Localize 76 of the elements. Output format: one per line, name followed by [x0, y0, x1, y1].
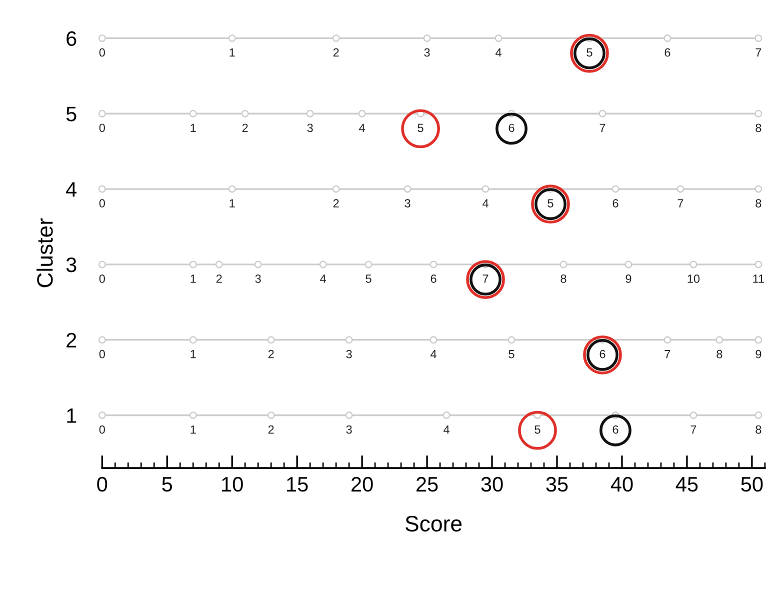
- x-tick-label: 0: [97, 476, 108, 492]
- annotation: 8: [756, 425, 762, 434]
- annotation: 7: [690, 425, 696, 434]
- annotation: 5: [534, 425, 540, 434]
- annotation: 1: [190, 274, 196, 283]
- x-tick-label: 20: [352, 476, 373, 492]
- annotation: 1: [230, 48, 235, 57]
- annotation: 4: [444, 425, 450, 434]
- annotation: 3: [307, 124, 313, 132]
- annotation: 5: [548, 199, 554, 208]
- annotation: 8: [756, 124, 762, 132]
- annotation: 4: [430, 350, 436, 358]
- annotation: 0: [99, 199, 105, 208]
- annotation: 9: [626, 274, 632, 283]
- annotation: 4: [359, 124, 365, 132]
- annotation: 3: [255, 274, 261, 283]
- x-axis-title: Score: [406, 516, 462, 532]
- x-tick-label: 45: [676, 477, 698, 492]
- annotation: 2: [268, 425, 274, 434]
- y-tick-label: 5: [66, 106, 76, 122]
- annotation: 6: [600, 350, 606, 358]
- annotation: 2: [333, 48, 339, 57]
- annotation: 3: [424, 48, 430, 57]
- annotation: 4: [482, 199, 488, 208]
- annotation: 8: [560, 274, 566, 283]
- annotation: 9: [756, 350, 762, 358]
- y-axis-title: Cluster: [36, 218, 53, 288]
- annotation: 6: [612, 425, 618, 434]
- annotation: 2: [268, 350, 274, 358]
- annotation: 3: [346, 350, 352, 358]
- x-tick-label: 50: [741, 476, 763, 492]
- annotation: 7: [664, 350, 670, 358]
- annotation: 1: [190, 124, 196, 132]
- annotation: 7: [482, 274, 488, 283]
- annotation: 0: [99, 124, 105, 132]
- y-tick-label: 4: [66, 182, 77, 197]
- annotation: 2: [333, 199, 339, 208]
- x-tick-label: 15: [287, 477, 308, 492]
- annotation: 3: [346, 425, 352, 434]
- annotation: 1: [230, 199, 235, 208]
- annotation: 4: [320, 274, 326, 283]
- x-tick-label: 35: [546, 476, 568, 492]
- annotation: 7: [678, 199, 684, 208]
- annotation: 10: [688, 274, 700, 283]
- y-tick-label: 2: [66, 332, 76, 348]
- annotation: 1: [190, 350, 196, 358]
- annotation: 6: [430, 274, 436, 283]
- annotation: 2: [216, 274, 222, 283]
- annotation: 4: [496, 48, 502, 57]
- x-tick-label: 25: [416, 476, 438, 492]
- annotation: 5: [418, 124, 424, 132]
- annotation: 6: [612, 199, 618, 208]
- annotation: 7: [600, 124, 606, 132]
- annotation: 2: [242, 124, 248, 132]
- y-tick-label: 1: [67, 408, 76, 423]
- annotation: 7: [756, 48, 762, 57]
- annotation: 1: [190, 425, 196, 434]
- x-tick-label: 40: [610, 476, 633, 492]
- annotation: 0: [99, 48, 105, 57]
- annotation: 5: [586, 48, 592, 57]
- annotation: 11: [753, 274, 764, 283]
- annotation: 8: [756, 199, 762, 208]
- x-tick-label: 30: [481, 476, 503, 492]
- x-tick-label: 5: [162, 477, 172, 492]
- annotation: 0: [99, 425, 105, 434]
- y-tick-label: 3: [66, 257, 76, 272]
- x-tick-label: 10: [222, 476, 243, 492]
- annotation: 8: [716, 350, 722, 358]
- annotation: 3: [404, 199, 410, 208]
- annotation: 6: [508, 124, 514, 132]
- annotation: 5: [366, 274, 372, 283]
- y-tick-label: 6: [66, 31, 76, 46]
- annotation: 5: [508, 350, 514, 358]
- annotation: 0: [99, 350, 105, 358]
- annotation: 6: [664, 48, 670, 57]
- annotation: 0: [99, 274, 105, 283]
